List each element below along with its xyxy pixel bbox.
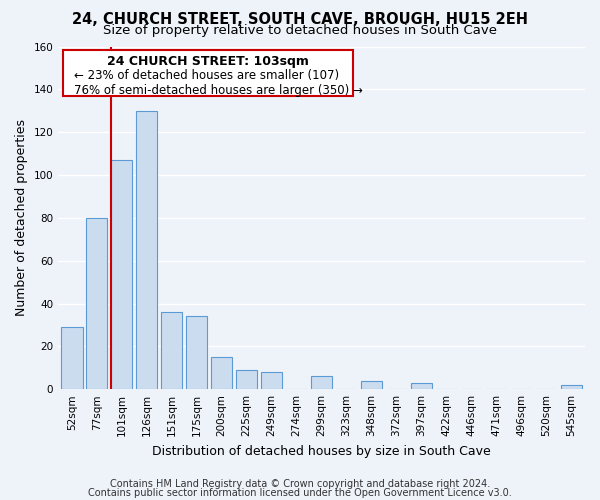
Bar bbox=[86, 218, 107, 389]
Bar bbox=[186, 316, 208, 389]
Bar bbox=[411, 383, 432, 389]
Bar bbox=[560, 385, 582, 389]
Text: Size of property relative to detached houses in South Cave: Size of property relative to detached ho… bbox=[103, 24, 497, 37]
X-axis label: Distribution of detached houses by size in South Cave: Distribution of detached houses by size … bbox=[152, 444, 491, 458]
Text: Contains public sector information licensed under the Open Government Licence v3: Contains public sector information licen… bbox=[88, 488, 512, 498]
Bar bbox=[136, 111, 157, 389]
Bar bbox=[361, 380, 382, 389]
Text: 24 CHURCH STREET: 103sqm: 24 CHURCH STREET: 103sqm bbox=[107, 55, 309, 68]
Text: 24, CHURCH STREET, SOUTH CAVE, BROUGH, HU15 2EH: 24, CHURCH STREET, SOUTH CAVE, BROUGH, H… bbox=[72, 12, 528, 28]
FancyBboxPatch shape bbox=[64, 50, 353, 96]
Bar bbox=[236, 370, 257, 389]
Text: ← 23% of detached houses are smaller (107): ← 23% of detached houses are smaller (10… bbox=[74, 70, 339, 82]
Text: Contains HM Land Registry data © Crown copyright and database right 2024.: Contains HM Land Registry data © Crown c… bbox=[110, 479, 490, 489]
Y-axis label: Number of detached properties: Number of detached properties bbox=[15, 120, 28, 316]
Bar bbox=[161, 312, 182, 389]
Bar bbox=[111, 160, 133, 389]
Bar bbox=[311, 376, 332, 389]
Bar bbox=[211, 357, 232, 389]
Bar bbox=[61, 327, 83, 389]
Text: 76% of semi-detached houses are larger (350) →: 76% of semi-detached houses are larger (… bbox=[74, 84, 363, 97]
Bar bbox=[261, 372, 282, 389]
